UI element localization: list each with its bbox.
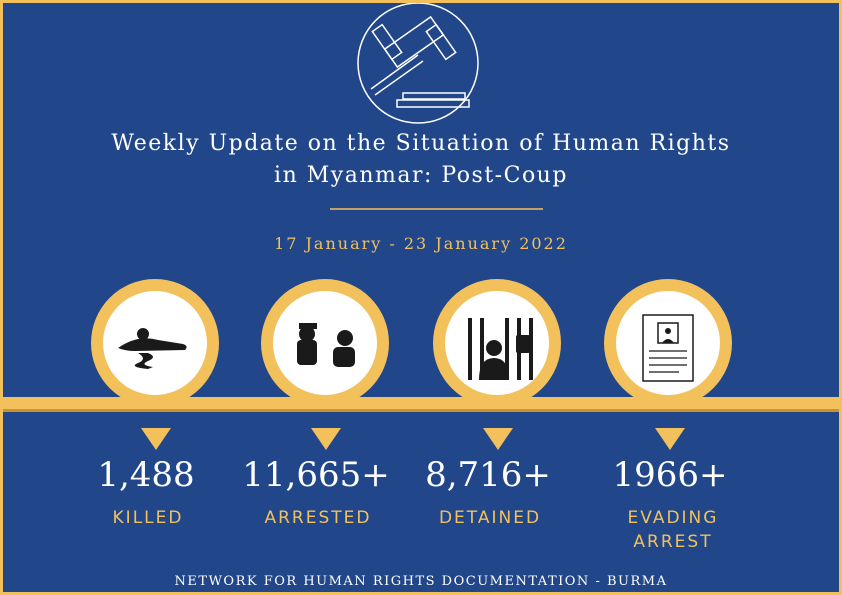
stat-number: 1966+ [612,455,728,495]
stat-number: 8,716+ [425,455,551,495]
decoration [3,3,839,450]
stat-number: 1,488 [97,455,195,495]
stat-label: KILLED [112,508,184,528]
stat-label: DETAINED [438,508,542,528]
footer: NETWORK FOR HUMAN RIGHTS DOCUMENTATION -… [174,574,668,589]
title-line: in Myanmar: Post-Coup [274,163,568,188]
stat-number: 11,665+ [242,455,390,495]
date-range: 17 January - 23 January 2022 [274,234,568,253]
title-line: Weekly Update on the Situation of Human … [111,131,731,156]
stat-label: EVADING ARREST [627,508,719,552]
stat-label: ARRESTED [264,508,372,528]
